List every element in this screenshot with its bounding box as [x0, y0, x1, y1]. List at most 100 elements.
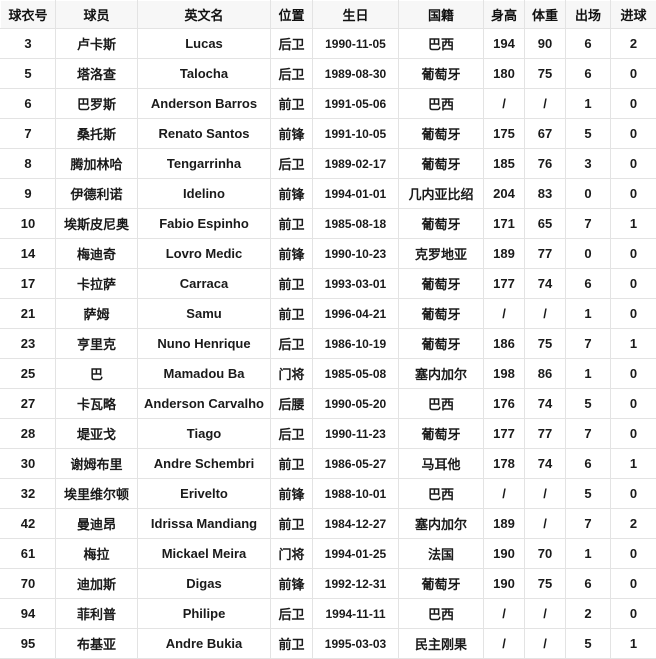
- cell-goals: 1: [611, 449, 656, 479]
- cell-apps: 6: [566, 569, 611, 599]
- cell-goals: 0: [611, 389, 656, 419]
- column-header-position[interactable]: 位置: [271, 1, 313, 29]
- cell-weight: 77: [525, 239, 566, 269]
- cell-nation: 葡萄牙: [399, 59, 484, 89]
- cell-nation: 葡萄牙: [399, 269, 484, 299]
- cell-name-en: Andre Schembri: [138, 449, 271, 479]
- cell-position: 前卫: [271, 449, 313, 479]
- cell-name-cn: 卢卡斯: [56, 29, 138, 59]
- column-header-height[interactable]: 身高: [484, 1, 525, 29]
- cell-height: 194: [484, 29, 525, 59]
- cell-height: 176: [484, 389, 525, 419]
- cell-apps: 1: [566, 89, 611, 119]
- cell-position: 后卫: [271, 149, 313, 179]
- cell-apps: 1: [566, 539, 611, 569]
- cell-nation: 塞内加尔: [399, 509, 484, 539]
- cell-height: /: [484, 599, 525, 629]
- cell-birthday: 1986-10-19: [313, 329, 399, 359]
- cell-weight: /: [525, 89, 566, 119]
- cell-goals: 0: [611, 59, 656, 89]
- cell-apps: 7: [566, 509, 611, 539]
- cell-height: 185: [484, 149, 525, 179]
- cell-nation: 葡萄牙: [399, 119, 484, 149]
- cell-weight: 77: [525, 419, 566, 449]
- cell-height: 198: [484, 359, 525, 389]
- cell-name-en: Nuno Henrique: [138, 329, 271, 359]
- cell-position: 后卫: [271, 419, 313, 449]
- column-header-number[interactable]: 球衣号: [1, 1, 56, 29]
- column-header-goals[interactable]: 进球: [611, 1, 656, 29]
- cell-birthday: 1992-12-31: [313, 569, 399, 599]
- cell-apps: 6: [566, 59, 611, 89]
- cell-position: 后卫: [271, 29, 313, 59]
- cell-number: 14: [1, 239, 56, 269]
- cell-number: 61: [1, 539, 56, 569]
- cell-weight: /: [525, 479, 566, 509]
- cell-birthday: 1990-11-23: [313, 419, 399, 449]
- cell-nation: 马耳他: [399, 449, 484, 479]
- cell-position: 前卫: [271, 299, 313, 329]
- cell-number: 8: [1, 149, 56, 179]
- column-header-name-en[interactable]: 英文名: [138, 1, 271, 29]
- cell-weight: 75: [525, 329, 566, 359]
- cell-name-en: Mamadou Ba: [138, 359, 271, 389]
- cell-goals: 0: [611, 359, 656, 389]
- cell-name-cn: 梅拉: [56, 539, 138, 569]
- cell-nation: 巴西: [399, 29, 484, 59]
- cell-apps: 0: [566, 239, 611, 269]
- cell-nation: 葡萄牙: [399, 329, 484, 359]
- cell-position: 前锋: [271, 119, 313, 149]
- cell-goals: 0: [611, 479, 656, 509]
- cell-name-en: Philipe: [138, 599, 271, 629]
- cell-birthday: 1990-05-20: [313, 389, 399, 419]
- column-header-weight[interactable]: 体重: [525, 1, 566, 29]
- cell-goals: 0: [611, 239, 656, 269]
- column-header-name-cn[interactable]: 球员: [56, 1, 138, 29]
- column-header-nation[interactable]: 国籍: [399, 1, 484, 29]
- cell-name-cn: 萨姆: [56, 299, 138, 329]
- cell-name-en: Tiago: [138, 419, 271, 449]
- cell-position: 前锋: [271, 479, 313, 509]
- column-header-birthday[interactable]: 生日: [313, 1, 399, 29]
- cell-goals: 1: [611, 629, 656, 659]
- cell-name-en: Tengarrinha: [138, 149, 271, 179]
- cell-goals: 0: [611, 119, 656, 149]
- cell-weight: 65: [525, 209, 566, 239]
- cell-birthday: 1996-04-21: [313, 299, 399, 329]
- cell-birthday: 1995-03-03: [313, 629, 399, 659]
- cell-birthday: 1986-05-27: [313, 449, 399, 479]
- cell-birthday: 1989-08-30: [313, 59, 399, 89]
- cell-position: 门将: [271, 359, 313, 389]
- column-header-apps[interactable]: 出场: [566, 1, 611, 29]
- cell-height: /: [484, 299, 525, 329]
- cell-height: /: [484, 629, 525, 659]
- cell-name-en: Mickael Meira: [138, 539, 271, 569]
- cell-name-en: Erivelto: [138, 479, 271, 509]
- cell-goals: 0: [611, 89, 656, 119]
- cell-number: 28: [1, 419, 56, 449]
- cell-height: 189: [484, 509, 525, 539]
- cell-apps: 6: [566, 449, 611, 479]
- cell-height: 189: [484, 239, 525, 269]
